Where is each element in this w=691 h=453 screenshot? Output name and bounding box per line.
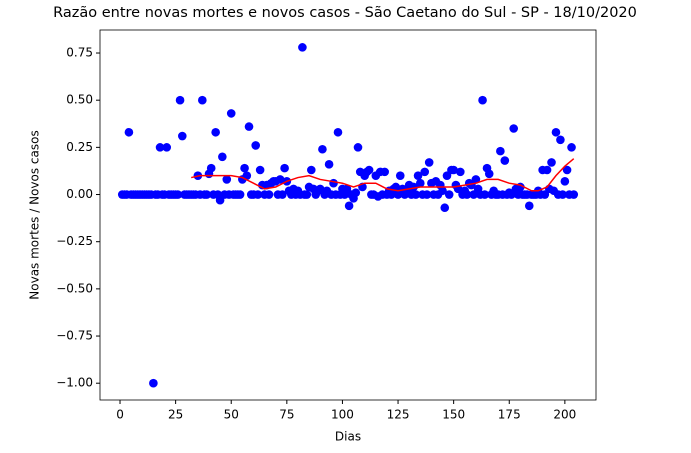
point [391,182,401,192]
x-tick-label: 75 [279,408,294,422]
point [198,95,207,105]
point [524,201,534,211]
point [440,203,450,213]
point [318,144,327,154]
x-tick-label: 200 [553,408,576,422]
x-tick-label: 50 [224,408,239,422]
point [226,109,236,118]
point [162,143,172,152]
point [149,378,158,388]
point [124,127,134,137]
point [413,171,423,180]
point [424,158,434,167]
point [558,190,567,199]
y-tick-label: −0.75 [56,329,93,343]
point [444,190,454,199]
point [175,95,185,105]
x-tick-label: 175 [498,408,521,422]
point [329,178,338,188]
point [275,175,285,184]
point [298,43,307,52]
y-tick-label: 0.00 [66,187,93,201]
point [395,171,405,180]
y-tick-label: −0.25 [56,234,93,248]
x-tick-label: 100 [331,408,354,422]
point [264,190,274,199]
point [244,122,254,131]
point [155,143,165,152]
point [242,171,252,180]
point [415,178,425,188]
point [235,190,245,199]
point [422,190,432,199]
point [253,190,263,199]
point [364,165,374,175]
point [438,186,447,196]
point [500,156,510,165]
point [478,95,487,105]
point [280,163,289,173]
plot-frame [99,29,597,401]
point [562,165,572,175]
line [191,158,575,192]
x-tick-label: 150 [442,408,465,422]
y-tick-label: 0.75 [66,46,93,60]
y-tick-label: −0.50 [56,281,93,295]
y-tick-label: 0.25 [66,140,93,154]
point [456,167,465,177]
point [420,167,430,177]
point [542,165,552,175]
point [307,165,316,175]
point [509,124,519,133]
point [569,190,579,199]
point [173,190,183,199]
x-tick-label: 25 [168,408,183,422]
point [333,127,343,137]
x-axis-label: Dias [335,430,361,444]
point [278,190,287,199]
point [324,160,334,169]
point [471,175,481,184]
point [556,135,565,145]
point [344,201,354,211]
point [484,169,494,179]
point [255,165,265,175]
y-axis-label: Novas mortes / Novos casos [28,130,42,299]
point [251,141,260,150]
chart-title: Razão entre novas mortes e novos casos -… [53,5,637,21]
point [202,190,212,199]
point [567,143,576,152]
x-tick-label: 125 [387,408,410,422]
point [480,190,490,199]
point [560,177,570,186]
point [206,163,216,173]
point [380,167,389,177]
point [351,188,361,197]
point [177,131,187,141]
point [462,190,472,199]
point [411,190,421,199]
point [449,165,458,175]
x-tick-label: 0 [116,408,124,422]
point [302,190,312,199]
point [353,143,363,152]
point [211,127,220,137]
point [218,152,227,162]
point [240,163,249,173]
y-tick-label: 0.50 [66,93,93,107]
y-tick-label: −1.00 [56,376,93,390]
point [551,127,561,137]
point [547,158,556,167]
point [496,146,505,156]
point [222,175,232,184]
